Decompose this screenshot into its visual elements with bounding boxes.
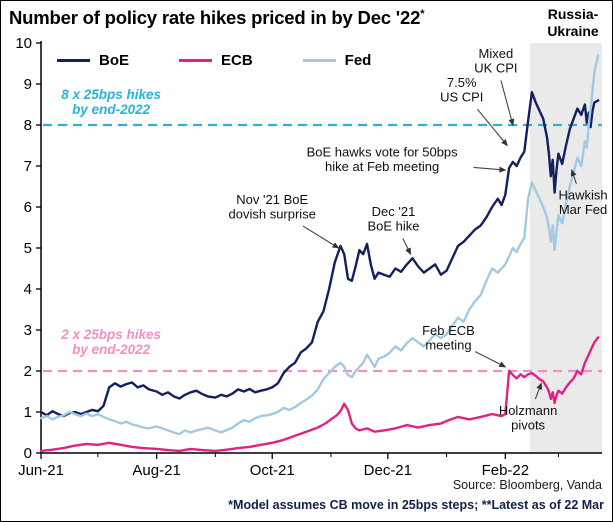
chart-title: Number of policy rate hikes priced in by… (9, 7, 424, 29)
y-tick-label: 3 (24, 322, 32, 339)
annotation-arrow (302, 225, 340, 249)
y-tick-label: 8 (24, 117, 32, 134)
legend-label-boe: BoE (99, 52, 129, 69)
series-ecb (39, 336, 600, 453)
ref-line-label-8: 8 x 25bps hikes by end-2022 (61, 87, 161, 117)
y-tick-label: 0 (24, 445, 32, 462)
y-tick-label: 5 (24, 240, 32, 257)
legend-swatch-fed (302, 59, 336, 62)
x-tick-label: Dec-21 (364, 462, 412, 479)
y-tick-label: 4 (24, 281, 32, 298)
legend-swatch-ecb (179, 59, 212, 62)
legend-swatch-boe (57, 59, 90, 62)
y-tick-label: 2 (24, 363, 32, 380)
footnote: *Model assumes CB move in 25bps steps; *… (228, 498, 604, 512)
annotation-arrow (500, 80, 515, 126)
x-tick-label: Feb-22 (482, 462, 530, 479)
annotation-text: Feb ECB meeting (422, 323, 475, 353)
chart-title-text: Number of policy rate hikes priced in by… (9, 7, 421, 28)
y-tick-label: 1 (24, 404, 32, 421)
annotation-arrow (476, 108, 508, 147)
russia-ukraine-label-line2: Ukraine (547, 22, 599, 39)
y-tick-label: 10 (15, 35, 32, 52)
legend-item-ecb: ECB (179, 52, 253, 69)
legend-item-fed: Fed (302, 52, 372, 69)
russia-ukraine-label-line1: Russia- (547, 6, 599, 22)
russia-ukraine-label: Russia- Ukraine (535, 6, 611, 39)
x-tick-label: Oct-21 (250, 462, 295, 479)
source-note: Source: Bloomberg, Vanda (452, 478, 602, 492)
legend-label-ecb: ECB (221, 52, 253, 69)
y-tick-label: 7 (24, 158, 32, 175)
annotation-text: 7.5% US CPI (440, 75, 483, 105)
series-fed (39, 54, 600, 436)
annotation-arrow (570, 169, 577, 185)
annotation-text: Nov '21 BoE dovish surprise (229, 192, 316, 222)
legend: BoE ECB Fed (57, 52, 371, 69)
legend-label-fed: Fed (344, 52, 372, 69)
annotation-text: Hawkish Mar Fed (558, 188, 607, 218)
annotation-arrow (402, 238, 412, 256)
legend-item-boe: BoE (57, 52, 129, 69)
annotation-text: Dec '21 BoE hike (367, 204, 419, 234)
annotation-text: BoE hawks vote for 50bps hike at Feb meet… (307, 145, 459, 175)
series-boe (39, 90, 600, 418)
y-tick-label: 9 (24, 76, 32, 93)
x-tick-label: Aug-21 (132, 462, 180, 479)
annotation-arrow (534, 382, 543, 400)
ref-line-label-2: 2 x 25bps hikes by end-2022 (60, 327, 161, 357)
annotation-text: Mixed UK CPI (474, 46, 517, 75)
annotation-arrow (473, 166, 507, 173)
x-tick-label: Jun-21 (18, 462, 64, 479)
annotation-text: Holzmann pivots (499, 403, 558, 433)
title-superscript: * (420, 7, 425, 20)
y-tick-label: 6 (24, 199, 32, 216)
annotation-arrow (474, 351, 507, 368)
